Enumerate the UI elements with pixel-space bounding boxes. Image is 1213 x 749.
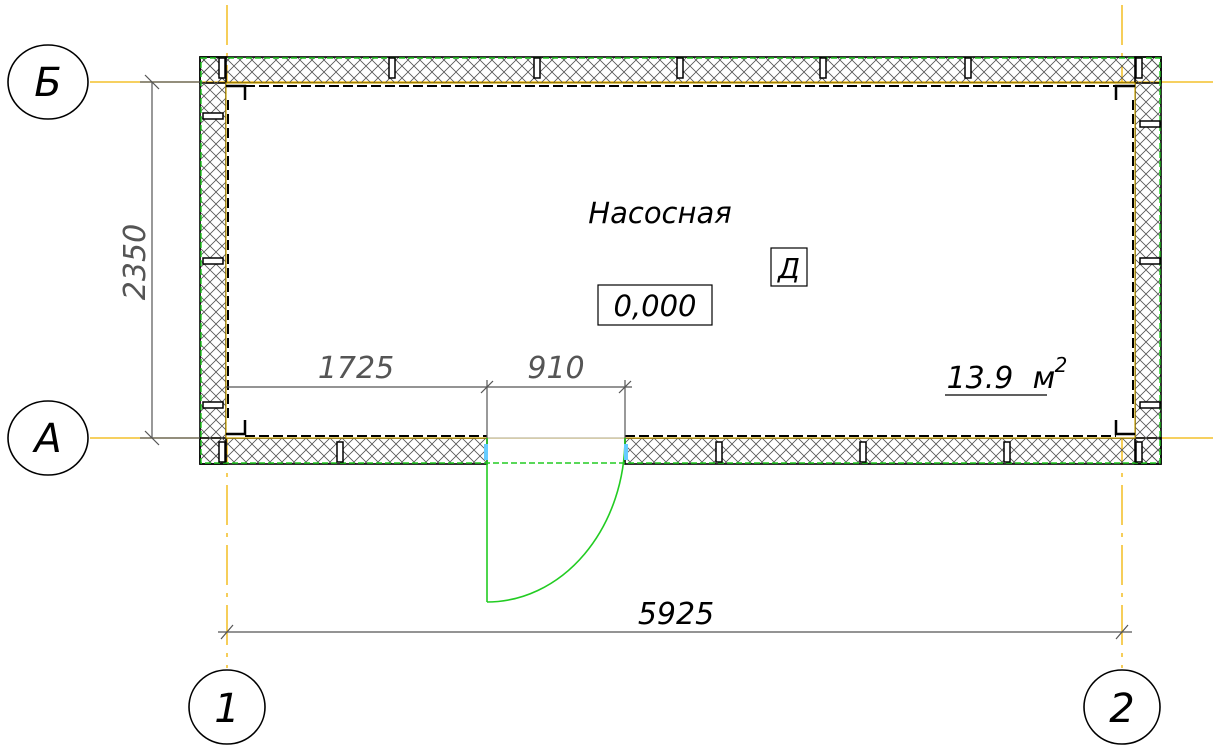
room-annotations: Насосная Д 0,000 13.9 м 2 [588,196,1067,396]
dim-width-label: 5925 [638,597,714,632]
room-area-value: 13.9 [947,361,1014,396]
dim-depth-label: 2350 [118,224,153,300]
axis-bubbles: Б А 1 2 [7,44,1161,745]
category-box [770,247,808,287]
axis-bubble-b: Б [7,44,89,120]
dimensions: 2350 5925 1725 910 [118,74,1132,640]
level-box [597,284,713,326]
wall-bottom-right [624,437,1162,465]
door [484,437,628,603]
door-jamb-right [624,444,628,460]
svg-text:А: А [31,416,61,462]
axis-bubble-a: А [7,400,89,476]
door-swing-arc [486,437,626,603]
room-category: Д [776,252,800,285]
room-interior [225,82,1136,439]
svg-text:Б: Б [34,60,61,106]
wall-studs [202,57,1161,463]
axis-bubble-1: 1 [188,669,266,745]
room-area-unit: м [1033,361,1056,396]
door-jamb-left [484,444,488,460]
dim-door-width-label: 910 [527,351,584,386]
wall-seams [227,85,1134,437]
room-level: 0,000 [613,289,696,323]
svg-text:1: 1 [214,686,239,732]
svg-text:2: 2 [1109,686,1134,732]
walls [199,56,1162,465]
room-name: Насосная [588,196,731,230]
dim-door-offset-label: 1725 [318,351,394,386]
room-area-exponent: 2 [1055,353,1068,377]
axis-bubble-2: 2 [1083,669,1161,745]
